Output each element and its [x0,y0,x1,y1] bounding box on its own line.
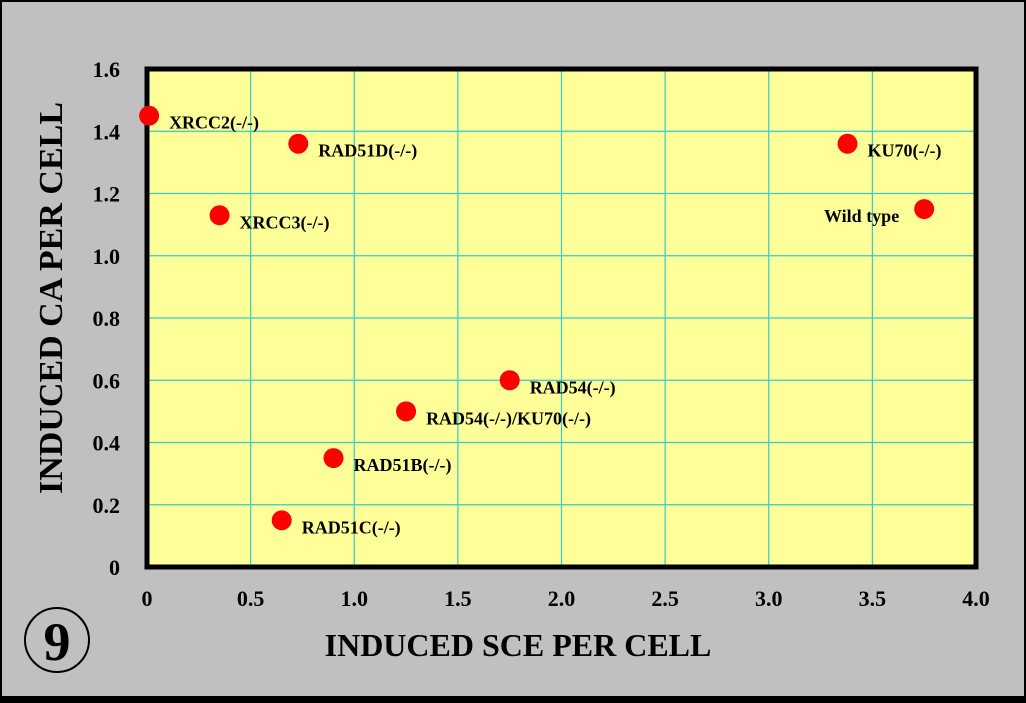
data-point-label: RAD54(-/-)/KU70(-/-) [426,408,591,429]
x-tick-label: 3.0 [755,586,783,611]
y-tick-label: 1.2 [93,182,121,207]
data-point [271,510,292,531]
y-tick-label: 0.6 [93,368,121,393]
data-point [288,133,309,154]
data-point [396,401,417,422]
data-point [499,370,520,391]
data-point [209,205,230,226]
data-point-label: XRCC3(-/-) [240,212,330,233]
data-point [914,199,935,220]
data-point-label: Wild type [824,206,899,226]
plot-border [144,66,979,570]
figure-number: 9 [44,612,71,672]
x-tick-labels: 0 0.5 1.0 1.5 2.0 2.5 3.0 3.5 4.0 [142,586,990,611]
data-point-label: XRCC2(-/-) [169,113,259,134]
data-point-label: RAD51D(-/-) [318,141,417,162]
data-point [837,133,858,154]
y-tick-labels: 0 0.2 0.4 0.6 0.8 1.0 1.2 1.4 1.6 [93,57,121,580]
y-tick-label: 0.8 [93,306,121,331]
x-axis-label: INDUCED SCE PER CELL [325,627,712,663]
data-points: XRCC2(-/-) RAD51D(-/-) XRCC3(-/-) KU70(-/-)… [139,105,942,538]
x-tick-label: 0 [142,586,153,611]
data-point [323,448,344,469]
x-tick-label: 2.0 [548,586,576,611]
y-tick-label: 0.4 [93,431,121,456]
data-point-label: KU70(-/-) [868,141,942,162]
y-tick-label: 0.2 [93,493,121,518]
y-tick-label: 0 [109,555,120,580]
data-point-label: RAD51B(-/-) [354,455,452,476]
data-point-label: RAD54(-/-) [530,377,616,398]
x-tick-label: 3.5 [859,586,887,611]
x-tick-label: 1.0 [341,586,369,611]
data-point-label: RAD51C(-/-) [302,517,401,538]
y-tick-label: 1.4 [93,119,121,144]
data-point [139,105,160,126]
x-tick-label: 2.5 [651,586,679,611]
y-axis-label: INDUCED CA PER CELL [33,102,70,494]
y-tick-label: 1.0 [93,244,121,269]
y-tick-label: 1.6 [93,57,121,82]
x-tick-label: 4.0 [962,586,990,611]
gridlines [147,69,976,567]
figure-number-circle [24,607,90,673]
x-tick-label: 0.5 [237,586,265,611]
x-tick-label: 1.5 [444,586,472,611]
